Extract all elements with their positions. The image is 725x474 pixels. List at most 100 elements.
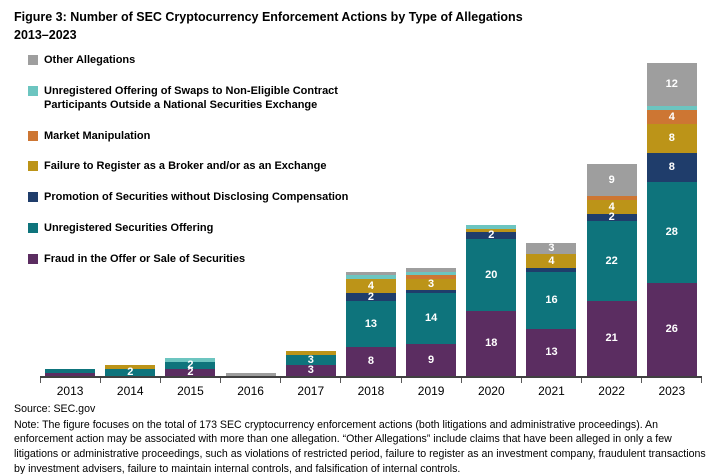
axis-tick xyxy=(640,378,701,384)
bar-2023: 26 28 8 8 4 12 xyxy=(642,63,702,377)
x-axis-label: 2019 xyxy=(417,384,445,399)
legend-label: Other Allegations xyxy=(44,54,136,67)
bar-segment: 8 xyxy=(646,153,697,182)
x-axis-label: 2017 xyxy=(297,384,325,399)
bar-segment: 4 xyxy=(526,253,577,269)
bar-segment: 4 xyxy=(586,199,637,215)
bar-segment: 2 xyxy=(586,212,637,223)
bar-stack: 13 16 4 3 xyxy=(526,243,577,377)
legend-item: Failure to Register as a Broker and/or a… xyxy=(28,160,398,174)
bar-stack xyxy=(225,372,276,377)
bar-segment: 2 xyxy=(165,367,216,378)
legend-swatch xyxy=(28,192,38,202)
note-text: Note: The figure focuses on the total of… xyxy=(14,418,706,474)
bar-segment xyxy=(105,365,156,370)
bar-segment: 4 xyxy=(646,109,697,125)
bar-segment: 28 xyxy=(646,181,697,283)
figure-title-line2: 2013–2023 xyxy=(14,28,77,43)
axis-tick xyxy=(580,378,641,384)
legend-item: Fraud in the Offer or Sale of Securities xyxy=(28,253,398,267)
bar-segment: 22 xyxy=(586,221,637,301)
axis-tick xyxy=(460,378,521,384)
bar-segment: 26 xyxy=(646,282,697,377)
bar-segment xyxy=(45,369,96,373)
source-line: Source: SEC.gov xyxy=(14,403,96,416)
legend-item: Market Manipulation xyxy=(28,130,398,144)
bars-row: 2 2 2 3 3 8 13 2 4 9 14 3 18 20 2 13 16 4 3 21 22 2 4 9 26 28 8 8 4 1… xyxy=(40,54,702,379)
bar-segment: 3 xyxy=(406,279,457,290)
bar-segment: 3 xyxy=(285,365,336,377)
bar-2013 xyxy=(40,369,100,377)
bar-segment xyxy=(285,351,336,355)
chart-area: Other Allegations Unregistered Offering o… xyxy=(14,46,715,398)
bar-2016 xyxy=(221,372,281,377)
legend-swatch xyxy=(28,253,38,264)
bar-segment: 2 xyxy=(345,291,396,302)
bar-stack: 8 13 2 4 xyxy=(345,271,396,377)
bar-2014: 2 xyxy=(100,365,160,378)
bar-2021: 13 16 4 3 xyxy=(521,243,581,377)
bar-stack: 26 28 8 8 4 12 xyxy=(646,63,697,377)
legend-swatch xyxy=(28,86,38,96)
axis-tick xyxy=(220,378,280,384)
legend-label: Unregistered Offering of Swaps to Non-El… xyxy=(44,85,338,111)
bar-stack xyxy=(45,369,96,377)
bar-segment xyxy=(646,106,697,110)
bar-segment xyxy=(345,275,396,280)
x-axis-label: 2018 xyxy=(357,384,385,399)
bar-segment xyxy=(406,275,457,280)
axis-tick xyxy=(40,378,100,384)
bar-segment xyxy=(45,372,96,377)
bar-stack: 18 20 2 xyxy=(466,225,517,377)
axis-tick xyxy=(160,378,220,384)
bar-segment xyxy=(526,268,577,272)
legend-label: Failure to Register as a Broker and/or a… xyxy=(44,160,327,173)
x-axis-label: 2013 xyxy=(56,384,84,399)
bar-segment xyxy=(586,196,637,200)
axis-tick xyxy=(400,378,461,384)
legend-swatch xyxy=(28,55,38,66)
legend-item: Other Allegations xyxy=(28,54,398,68)
bar-segment xyxy=(406,268,457,272)
bar-2019: 9 14 3 xyxy=(401,268,461,377)
bar-2022: 21 22 2 4 9 xyxy=(582,163,642,377)
bar-stack: 9 14 3 xyxy=(406,268,457,377)
legend-swatch xyxy=(28,161,38,172)
axis-tick xyxy=(340,378,400,384)
bar-segment: 13 xyxy=(345,300,396,348)
figure-title-line1: Figure 3: Number of SEC Cryptocurrency E… xyxy=(14,10,523,24)
bar-segment: 18 xyxy=(466,311,517,377)
bar-segment: 2 xyxy=(466,230,517,241)
bar-segment: 12 xyxy=(646,63,697,107)
x-axis-label: 2022 xyxy=(598,384,625,399)
axis-tick xyxy=(100,378,160,384)
bar-segment xyxy=(466,228,517,233)
bar-segment: 2 xyxy=(105,367,156,378)
bar-segment: 3 xyxy=(285,354,336,366)
chart-legend: Other Allegations Unregistered Offering o… xyxy=(28,54,398,266)
axis-tick xyxy=(280,378,340,384)
x-axis-label: 2020 xyxy=(477,384,505,399)
figure-title: Figure 3: Number of SEC Cryptocurrency E… xyxy=(14,8,715,44)
bar-segment: 3 xyxy=(526,243,577,254)
bar-segment: 9 xyxy=(586,163,637,197)
bar-segment: 2 xyxy=(165,359,216,371)
bar-segment xyxy=(466,225,517,229)
bar-segment: 13 xyxy=(526,329,577,377)
bar-segment: 20 xyxy=(466,239,517,312)
legend-label: Market Manipulation xyxy=(44,129,151,142)
legend-item: Unregistered Securities Offering xyxy=(28,222,398,236)
bar-segment: 9 xyxy=(406,343,457,377)
bar-segment: 8 xyxy=(646,124,697,154)
legend-swatch xyxy=(28,130,38,141)
figure-footer: Source: SEC.gov Note: The figure focuses… xyxy=(14,402,715,474)
bar-segment xyxy=(406,289,457,294)
x-axis-label: 2015 xyxy=(177,384,204,399)
bar-segment xyxy=(345,271,396,276)
bar-segment: 16 xyxy=(526,271,577,330)
plot-area: 2 2 2 3 3 8 13 2 4 9 14 3 18 20 2 13 16 4 3 21 22 2 4 9 26 28 8 8 4 1… xyxy=(40,54,702,398)
